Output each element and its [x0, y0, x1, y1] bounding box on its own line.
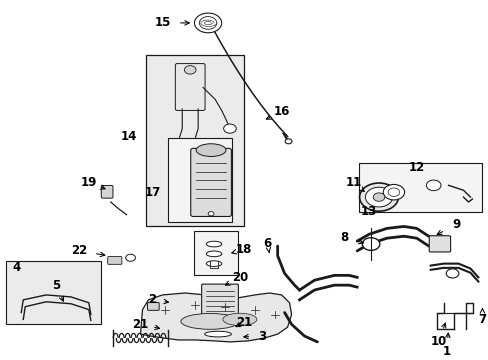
Text: 11: 11 — [346, 176, 362, 189]
Circle shape — [194, 13, 221, 33]
Circle shape — [184, 66, 196, 74]
Ellipse shape — [206, 251, 222, 257]
Ellipse shape — [196, 144, 225, 157]
Text: 13: 13 — [360, 205, 376, 218]
Circle shape — [383, 184, 404, 200]
Bar — [168, 138, 231, 221]
Text: 19: 19 — [81, 176, 97, 189]
Text: 5: 5 — [52, 279, 60, 292]
Polygon shape — [140, 293, 291, 342]
Text: 8: 8 — [340, 231, 347, 244]
Circle shape — [223, 124, 236, 133]
Text: 21: 21 — [235, 316, 251, 329]
Text: 22: 22 — [71, 244, 87, 257]
Text: 15: 15 — [154, 17, 170, 30]
FancyBboxPatch shape — [201, 284, 238, 318]
Ellipse shape — [223, 313, 256, 325]
Circle shape — [426, 180, 440, 191]
Text: 17: 17 — [144, 186, 160, 199]
Circle shape — [285, 139, 291, 144]
Circle shape — [359, 183, 398, 211]
Text: 21: 21 — [132, 318, 148, 331]
FancyBboxPatch shape — [190, 148, 231, 216]
FancyBboxPatch shape — [107, 257, 122, 264]
Bar — [358, 163, 481, 212]
Ellipse shape — [181, 314, 239, 329]
Ellipse shape — [206, 261, 222, 266]
Circle shape — [362, 238, 379, 251]
Text: 18: 18 — [235, 243, 251, 256]
Circle shape — [446, 269, 458, 278]
Bar — [194, 231, 238, 275]
Text: 16: 16 — [273, 105, 289, 118]
Circle shape — [125, 254, 135, 261]
FancyBboxPatch shape — [147, 302, 159, 310]
Circle shape — [372, 193, 384, 201]
Bar — [146, 55, 244, 226]
Text: 12: 12 — [408, 161, 424, 174]
Ellipse shape — [201, 319, 234, 326]
Text: 4: 4 — [12, 261, 20, 274]
Circle shape — [387, 188, 399, 197]
Text: 2: 2 — [148, 293, 156, 306]
Text: 7: 7 — [477, 313, 486, 326]
Circle shape — [208, 212, 214, 216]
Text: 9: 9 — [451, 218, 460, 231]
FancyBboxPatch shape — [101, 185, 113, 198]
FancyBboxPatch shape — [175, 64, 204, 111]
Text: 3: 3 — [258, 329, 266, 342]
Bar — [6, 261, 101, 324]
Ellipse shape — [206, 241, 222, 247]
FancyBboxPatch shape — [428, 236, 450, 252]
Text: 20: 20 — [231, 271, 247, 284]
Circle shape — [365, 187, 392, 207]
Text: 14: 14 — [120, 130, 137, 143]
Text: 10: 10 — [429, 336, 446, 348]
Circle shape — [199, 17, 216, 29]
Text: 6: 6 — [263, 237, 271, 249]
Text: 1: 1 — [442, 345, 450, 358]
Ellipse shape — [204, 331, 231, 337]
